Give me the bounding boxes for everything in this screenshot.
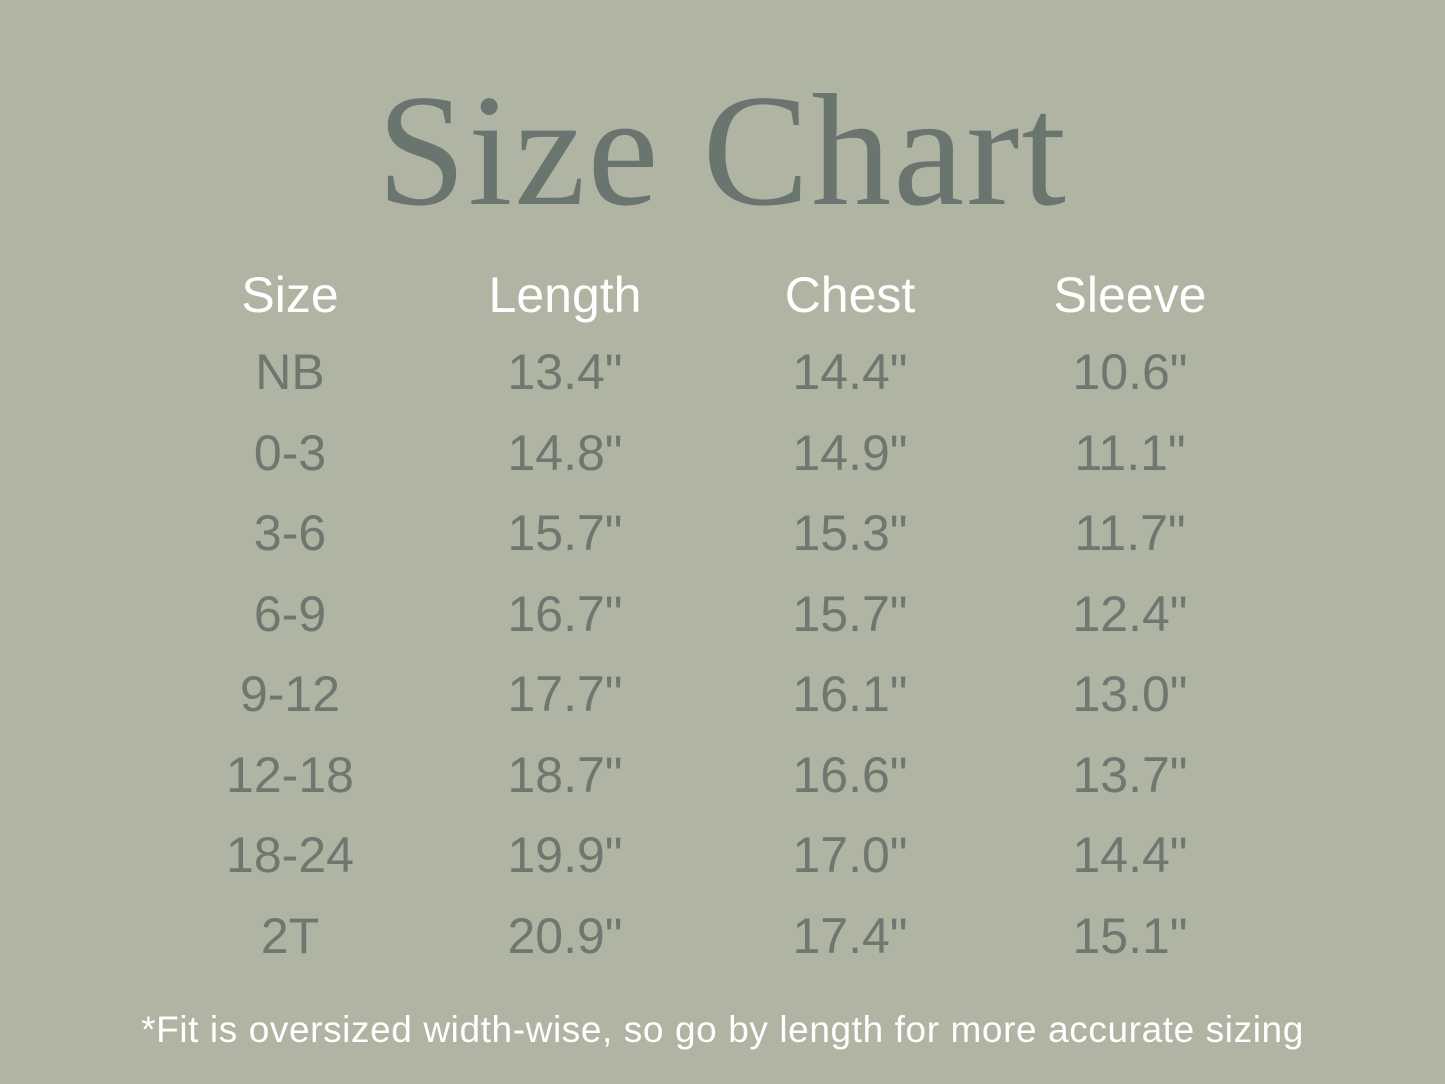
page-title: Size Chart <box>377 61 1068 239</box>
table-cell-size: 3-6 <box>253 505 327 561</box>
table-cell-chest: 15.3" <box>792 505 908 561</box>
column-header-chest: Chest <box>784 267 916 323</box>
table-cell-length: 13.4" <box>507 344 623 400</box>
table-cell-sleeve: 13.0" <box>1072 666 1188 722</box>
table-cell-sleeve: 10.6" <box>1072 344 1188 400</box>
table-cell-length: 17.7" <box>507 666 623 722</box>
table-cell-size: 0-3 <box>253 424 327 481</box>
table-cell-sleeve: 12.4" <box>1072 585 1188 642</box>
column-header-size: Size <box>241 267 339 323</box>
table-cell-length: 20.9" <box>507 907 623 964</box>
table-cell-size: 9-12 <box>239 666 341 722</box>
table-cell-length: 15.7" <box>507 505 623 561</box>
table-cell-sleeve: 11.1" <box>1074 424 1186 481</box>
column-header-length: Length <box>488 267 642 323</box>
table-cell-sleeve: 13.7" <box>1072 746 1188 803</box>
table-cell-sleeve: 11.7" <box>1074 505 1186 561</box>
fit-note: *Fit is oversized width-wise, so go by l… <box>141 1009 1304 1050</box>
table-cell-size: 6-9 <box>253 585 327 642</box>
table-cell-chest: 17.4" <box>792 907 908 964</box>
table-cell-size: NB <box>255 344 325 400</box>
table-cell-chest: 17.0" <box>792 827 908 883</box>
table-cell-size: 2T <box>260 907 320 964</box>
table-cell-chest: 15.7" <box>792 585 908 642</box>
table-cell-chest: 16.1" <box>792 666 908 722</box>
table-cell-chest: 14.4" <box>792 344 908 400</box>
table-cell-length: 19.9" <box>507 827 623 883</box>
table-cell-sleeve: 15.1" <box>1072 907 1188 964</box>
table-cell-size: 18-24 <box>226 827 354 883</box>
column-header-sleeve: Sleeve <box>1053 267 1207 323</box>
table-cell-sleeve: 14.4" <box>1072 827 1188 883</box>
table-cell-size: 12-18 <box>226 746 354 803</box>
table-cell-chest: 16.6" <box>792 746 908 803</box>
table-cell-length: 16.7" <box>507 585 623 642</box>
table-cell-length: 18.7" <box>507 746 623 803</box>
table-cell-chest: 14.9" <box>792 424 908 481</box>
table-cell-length: 14.8" <box>507 424 623 481</box>
